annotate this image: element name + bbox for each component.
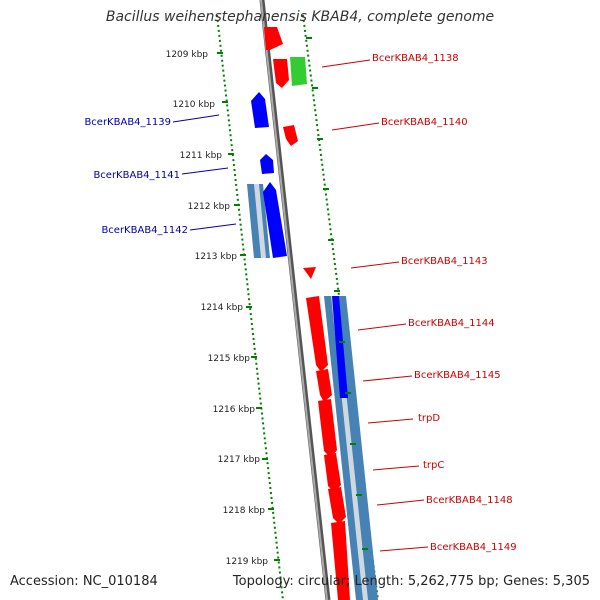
topology-text: Topology: circular; Length: 5,262,775 bp…: [232, 574, 590, 589]
accession-text: Accession: NC_010184: [10, 574, 158, 589]
tick-label-1214: 1214 kbp: [201, 303, 244, 313]
gene-1138: [273, 59, 289, 88]
tick-label-1212: 1212 kbp: [188, 202, 231, 212]
gene-1144-reverse: [332, 296, 348, 398]
gene-trpC: [324, 453, 341, 492]
tick-label-1215: 1215 kbp: [208, 354, 251, 364]
tick-label-1213: 1213 kbp: [195, 252, 238, 262]
gene-1140: [283, 125, 298, 146]
tick-label-1211: 1211 kbp: [180, 151, 223, 161]
gene-1145: [316, 369, 332, 402]
gene-label-1140: BcerKBAB4_1140: [381, 117, 468, 128]
gene-1138-green: [290, 57, 307, 86]
gene-1148: [328, 487, 346, 524]
genome-backbone-highlight: [260, 0, 328, 600]
gene-label-1148: BcerKBAB4_1148: [426, 495, 513, 506]
gene-label-1139: BcerKBAB4_1139: [84, 117, 171, 128]
gene-1144: [306, 296, 328, 372]
gene-label-1142: BcerKBAB4_1142: [101, 225, 188, 236]
tick-label-1210: 1210 kbp: [173, 100, 216, 110]
gene-label-1145: BcerKBAB4_1145: [414, 370, 501, 381]
gene-trpD: [318, 399, 337, 458]
tick-label-1218: 1218 kbp: [223, 506, 266, 516]
gene-1149: [331, 521, 350, 600]
tick-label-1216: 1216 kbp: [213, 405, 256, 415]
right-ticks: [306, 37, 368, 550]
gene-1143: [303, 267, 316, 279]
gene-1138-small: [264, 27, 283, 50]
gene-label-1138: BcerKBAB4_1138: [372, 53, 459, 64]
forward-leader-lines: [321, 59, 429, 552]
left-guide-line: [216, 14, 284, 600]
gene-1142: [263, 182, 287, 258]
gene-label-1143: BcerKBAB4_1143: [401, 256, 488, 267]
gene-label-trpD: trpD: [418, 413, 440, 424]
gene-label-1149: BcerKBAB4_1149: [430, 542, 517, 553]
genome-title: Bacillus weihenstephanensis KBAB4, compl…: [105, 9, 495, 25]
tick-label-1209: 1209 kbp: [166, 50, 209, 60]
left-ticks: [217, 52, 280, 561]
tick-label-1217: 1217 kbp: [218, 455, 261, 465]
gene-1139: [251, 92, 269, 128]
gene-label-1141: BcerKBAB4_1141: [93, 170, 180, 181]
gene-label-trpC: trpC: [423, 460, 444, 471]
tick-label-1219: 1219 kbp: [226, 557, 269, 567]
reverse-leader-lines: [172, 114, 237, 231]
conserved-region-top-light: [254, 184, 266, 258]
gene-1141: [260, 154, 274, 174]
gene-label-1144: BcerKBAB4_1144: [408, 318, 495, 329]
